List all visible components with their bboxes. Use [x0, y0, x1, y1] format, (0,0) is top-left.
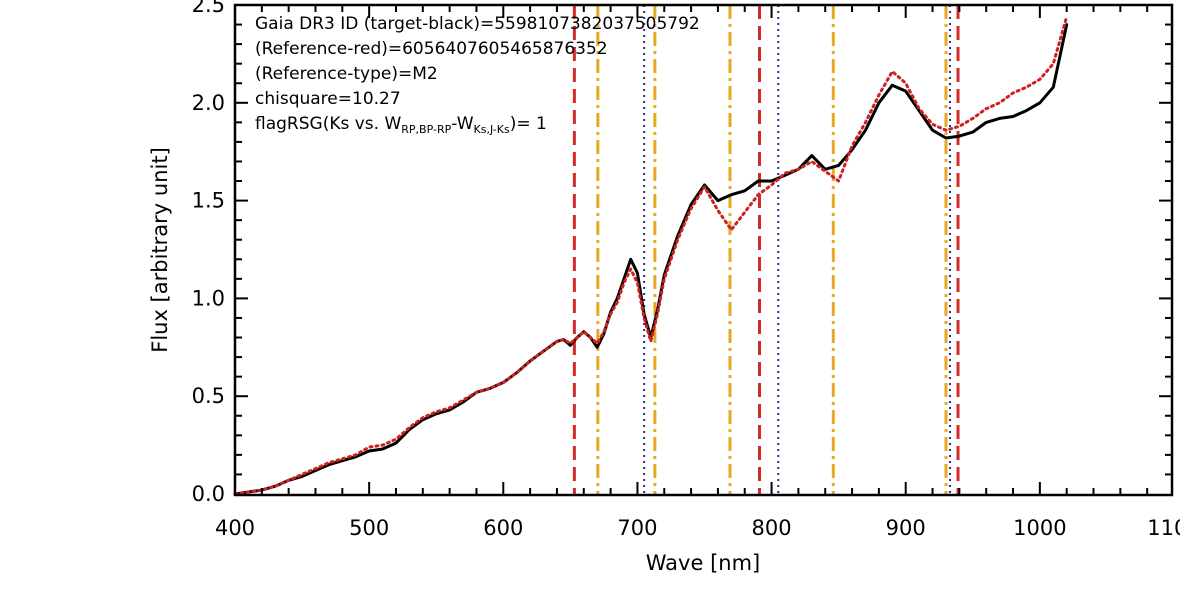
target-spectrum-line [233, 23, 1069, 496]
annotation-reference-type: (Reference-type)=M2 [255, 64, 438, 84]
plot-frame [233, 3, 1174, 497]
spectrum-series [233, 15, 1069, 496]
y-tick-label: 0.5 [192, 384, 225, 408]
axis-ticks [235, 5, 1172, 495]
annotation-flag-rsg: flagRSG(Ks vs. WRP,BP-RP-WKs,J-Ks)= 1 [255, 114, 547, 136]
flag-subscript-1: RP,BP-RP [401, 123, 451, 136]
x-tick-label: 800 [752, 516, 792, 540]
annotation-block: Gaia DR3 ID (target-black)=5598107382037… [255, 14, 700, 136]
annotation-chisquare: chisquare=10.27 [255, 89, 401, 109]
y-tick-label: 1.0 [192, 286, 225, 310]
y-axis-label: Flux [arbitrary unit] [148, 147, 172, 353]
y-tick-labels: 0.0 0.5 1.0 1.5 2.0 2.5 [192, 0, 225, 506]
x-tick-label: 400 [215, 516, 255, 540]
reference-lines [572, 5, 960, 495]
flag-mid: -W [451, 114, 473, 134]
y-tick-label: 2.0 [192, 91, 225, 115]
x-tick-label: 900 [886, 516, 926, 540]
x-tick-label: 1100 [1147, 516, 1180, 540]
x-tick-label: 1000 [1013, 516, 1066, 540]
y-tick-label: 0.0 [192, 482, 225, 506]
y-tick-label: 2.5 [192, 0, 225, 17]
flag-prefix: flagRSG(Ks vs. W [255, 114, 401, 134]
x-tick-label: 500 [349, 516, 389, 540]
annotation-reference-red: (Reference-red)=6056407605465876352 [255, 39, 608, 59]
y-tick-label: 1.5 [192, 189, 225, 213]
reference-spectrum-line [233, 15, 1069, 496]
annotation-gaia-id: Gaia DR3 ID (target-black)=5598107382037… [255, 14, 700, 34]
x-tick-label: 700 [617, 516, 657, 540]
x-axis-label: Wave [nm] [646, 551, 760, 575]
flag-subscript-2: Ks,J-Ks [474, 123, 510, 136]
x-tick-labels: 400 500 600 700 800 900 1000 1100 [215, 516, 1180, 540]
flag-suffix: )= 1 [510, 114, 547, 134]
x-tick-label: 600 [483, 516, 523, 540]
